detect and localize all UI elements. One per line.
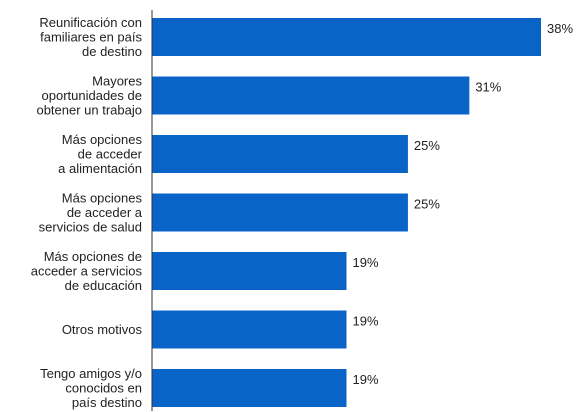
bar (152, 310, 347, 349)
category-label-line: conocidos en (65, 381, 142, 396)
value-label: 38% (547, 21, 573, 36)
bars-group (152, 18, 541, 407)
category-label-line: Reunificación con (39, 15, 142, 30)
category-label-line: servicios de salud (39, 220, 142, 235)
category-label: Más opciones de acceder a servicios de sal… (39, 191, 143, 235)
bar (152, 193, 408, 232)
value-label: 19% (353, 314, 379, 329)
category-label: Tengo amigos y/o conocidos en país destino (40, 366, 142, 410)
category-label-line: Otros motivos (62, 322, 143, 337)
category-label-line: acceder a servicios (31, 264, 143, 279)
category-label-line: país destino (72, 395, 142, 410)
bar (152, 76, 470, 115)
category-label-line: Más opciones (62, 191, 143, 206)
value-labels-group: 38% 31% 25% 25% 19% 19% 19% (353, 21, 574, 387)
category-label: Otros motivos (62, 322, 143, 337)
category-label-line: Tengo amigos y/o (40, 366, 142, 381)
bar (152, 18, 541, 56)
category-label: Mayores oportunidades de obtener un trabaj… (36, 74, 142, 118)
category-label-line: oportunidades de (42, 88, 142, 103)
category-label: Más opciones de acceder a alimentación (58, 132, 142, 176)
category-label-line: de educación (65, 278, 142, 293)
category-label-line: de destino (82, 44, 142, 59)
category-label-line: obtener un trabajo (36, 103, 142, 118)
category-label-line: Mayores (92, 74, 142, 89)
bar (152, 369, 347, 407)
bar (152, 135, 408, 173)
category-label-line: Más opciones de (44, 249, 142, 264)
category-label-line: de acceder a (67, 205, 143, 220)
value-label: 19% (353, 372, 379, 387)
value-label: 25% (414, 197, 440, 212)
value-label: 25% (414, 138, 440, 153)
category-labels-group: Reunificación con familiares en país de de… (31, 15, 143, 410)
value-label: 19% (353, 255, 379, 270)
value-label: 31% (475, 80, 501, 95)
bar (152, 252, 347, 290)
category-label-line: familiares en país (40, 30, 142, 45)
category-label: Más opciones de acceder a servicios de edu… (31, 249, 143, 293)
category-label-line: Más opciones (62, 132, 143, 147)
category-label: Reunificación con familiares en país de de… (39, 15, 142, 59)
category-label-line: a alimentación (58, 161, 142, 176)
category-label-line: de acceder (78, 147, 143, 162)
